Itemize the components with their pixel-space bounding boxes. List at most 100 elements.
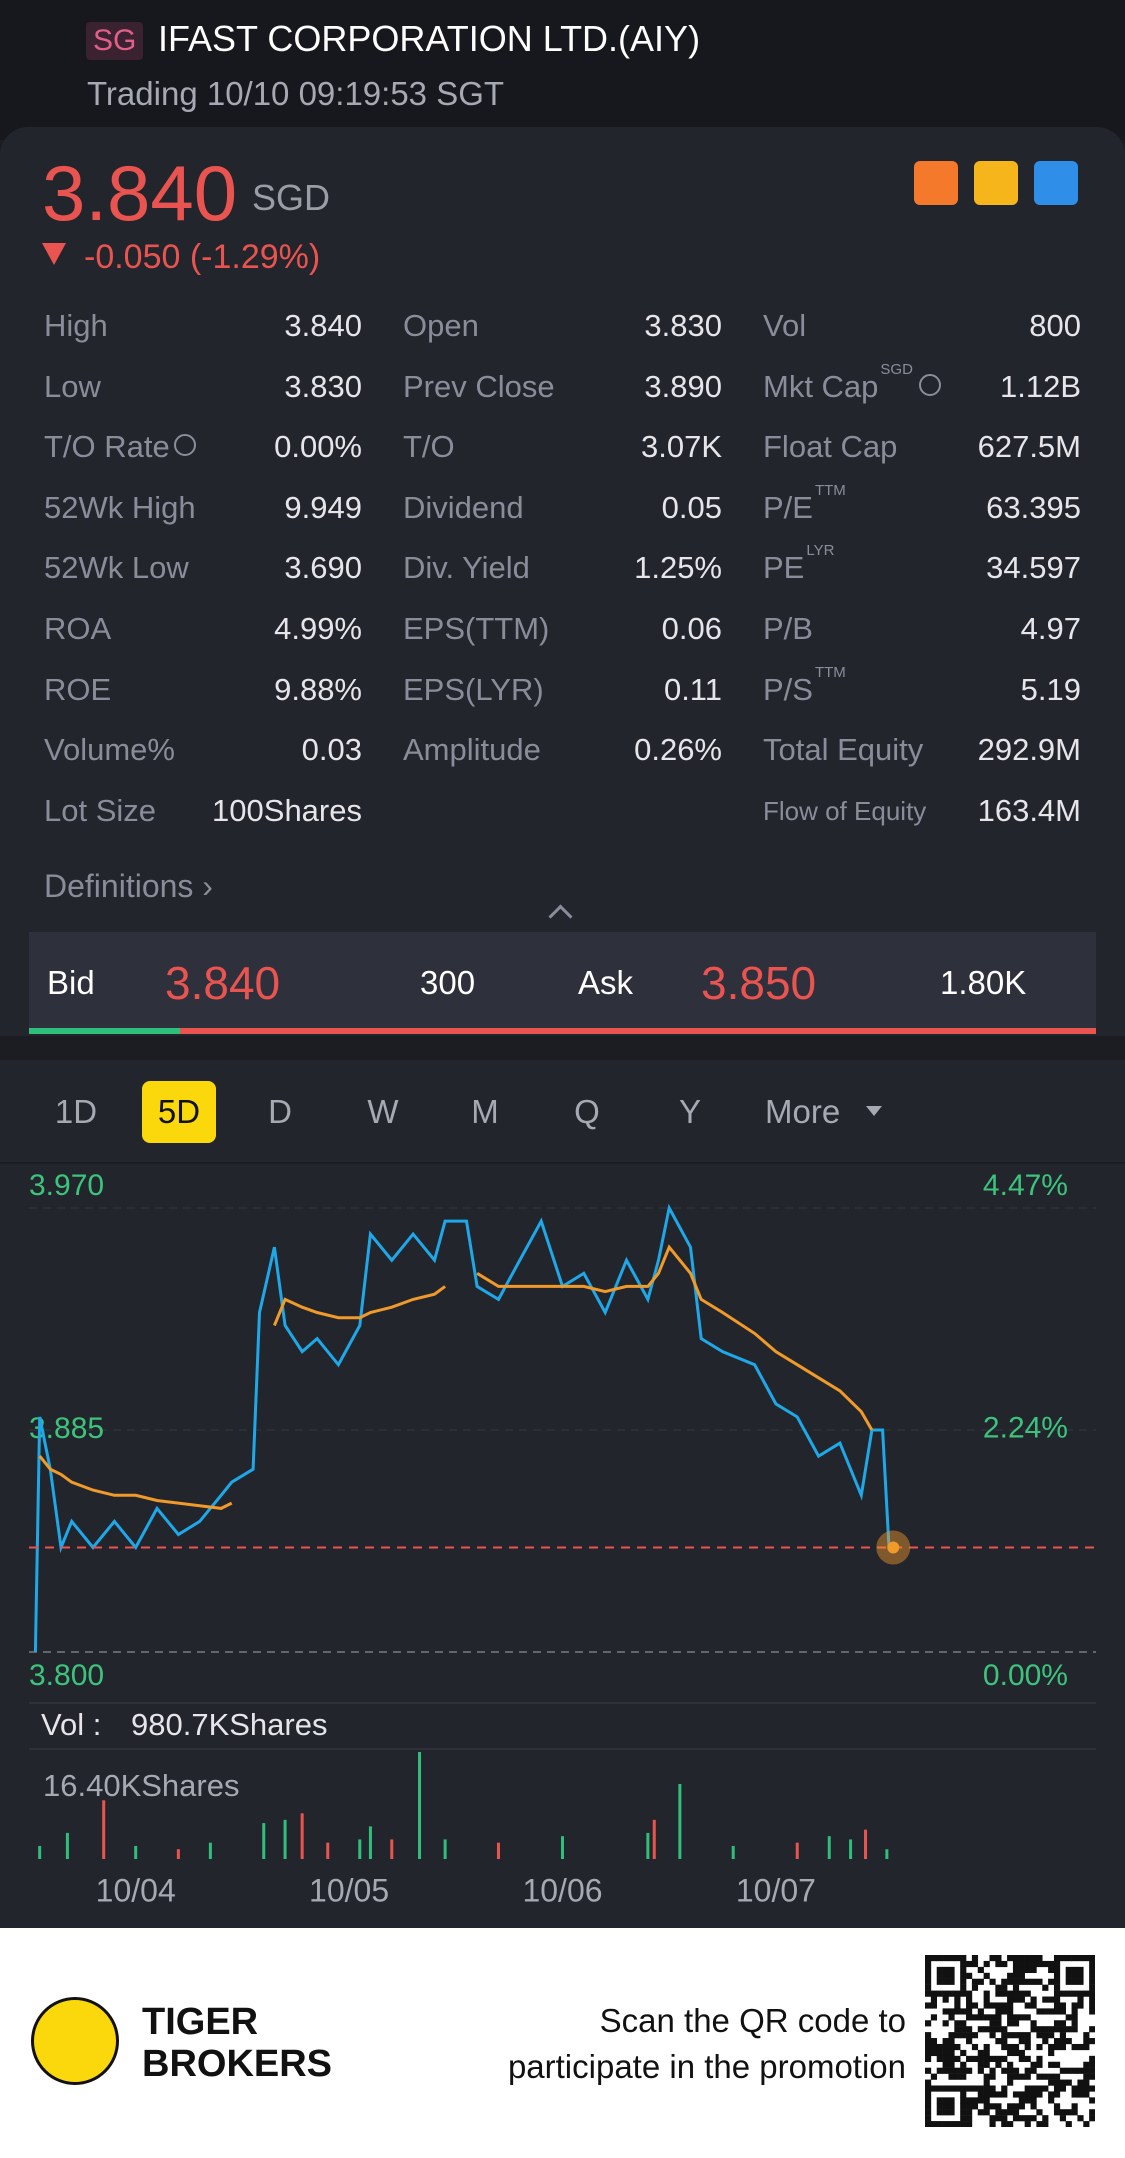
qr-module [995, 2091, 1002, 2098]
tabs-divider [0, 1162, 1125, 1164]
period-tab[interactable]: W [367, 1093, 399, 1130]
qr-module [1001, 2008, 1008, 2015]
y2-tick-label: 4.47% [983, 1169, 1068, 1202]
qr-module [1083, 2038, 1090, 2045]
qr-module [1089, 1978, 1095, 1985]
qr-module [948, 2055, 955, 2062]
bid-ask-bar [29, 932, 1096, 1030]
qr-module [925, 2097, 932, 2104]
qr-module [1036, 2121, 1043, 2127]
qr-module [1071, 2067, 1078, 2074]
tab-caret[interactable] [866, 1106, 882, 1116]
qr-module [1024, 2067, 1031, 2074]
qr-module [1089, 2008, 1095, 2015]
qr-module [1065, 2038, 1072, 2045]
currency: SGD [252, 177, 331, 218]
qr-module [1036, 1978, 1043, 1985]
qr-module [1018, 2115, 1025, 2122]
qr-module [966, 1996, 973, 2003]
qr-module [1018, 1978, 1025, 1985]
qr-module [1012, 2073, 1020, 2080]
qr-module [1018, 1960, 1025, 1968]
qr-module [925, 2079, 932, 2086]
y-tick-label: 3.800 [29, 1659, 104, 1692]
qr-module [1007, 2073, 1014, 2080]
info-icon[interactable] [173, 434, 196, 457]
qr-module [966, 1990, 973, 1997]
qr-module [1001, 2085, 1008, 2092]
qr-module [960, 1966, 967, 1974]
qr-module [1053, 2091, 1061, 2098]
qr-module [1001, 2109, 1008, 2116]
stat-label-sup: TTM [814, 481, 846, 499]
last-point [887, 1541, 900, 1554]
qr-module [960, 1990, 967, 1997]
qr-module [1089, 2073, 1095, 2080]
qr-module [1077, 2085, 1084, 2092]
qr-module [942, 2038, 949, 2045]
qr-module [925, 1990, 932, 1997]
qr-module [1018, 2049, 1025, 2057]
qr-module [925, 1966, 932, 1974]
qr-module [1071, 2109, 1078, 2116]
period-tab[interactable]: Y [678, 1093, 701, 1130]
qr-module [989, 2091, 996, 2098]
info-icon[interactable] [918, 373, 941, 396]
qr-module [1042, 2115, 1049, 2122]
period-tab[interactable]: D [268, 1093, 292, 1130]
y2-tick-label: 0.00% [983, 1659, 1068, 1692]
qr-module [1001, 1984, 1008, 1991]
qr-module [1059, 2038, 1066, 2045]
icon-c[interactable] [1034, 161, 1078, 205]
qr-module [995, 2008, 1002, 2015]
bid-size: 300 [420, 964, 476, 1001]
definitions-text[interactable]: Definitions [44, 868, 194, 904]
qr-module [948, 1972, 955, 1979]
volume-bar [561, 1836, 564, 1859]
qr-module [930, 2002, 938, 2009]
qr-module [925, 1960, 932, 1968]
qr-module [936, 2043, 943, 2051]
period-tab[interactable]: 5D [157, 1093, 201, 1130]
qr-module [948, 2067, 955, 2074]
active-tab-bg[interactable] [142, 1081, 216, 1143]
qr-module [1048, 2032, 1055, 2039]
icon-a[interactable] [914, 161, 958, 205]
definitions-link[interactable]: Definitions › [44, 868, 213, 904]
qr-module [1089, 2061, 1095, 2068]
qr-module [1065, 1966, 1072, 1974]
qr-module [1077, 2002, 1084, 2009]
stat-label: EPS(TTM) [403, 611, 550, 646]
stat-value: 1.12B [999, 368, 1081, 404]
period-tab[interactable]: 1D [54, 1093, 98, 1130]
qr-module [960, 1972, 967, 1979]
qr-module [1030, 2061, 1037, 2068]
period-tab[interactable]: Q [574, 1093, 600, 1130]
qr-module [995, 1955, 1002, 1962]
qr-module [1083, 2073, 1090, 2080]
qr-module [942, 1996, 949, 2003]
qr-module [1024, 2097, 1031, 2104]
qr-module [925, 2109, 932, 2116]
qr-module [1018, 1990, 1025, 1997]
market-badge: SG [86, 22, 144, 60]
volume-bar [849, 1839, 853, 1859]
qr-module [1024, 2055, 1031, 2062]
qr-module [983, 2049, 990, 2057]
qr-module [1012, 1966, 1020, 1974]
period-tab[interactable]: More [765, 1093, 841, 1130]
qr-module [1001, 2026, 1008, 2033]
qr-module [966, 2008, 973, 2015]
x-tick-label: 10/05 [309, 1872, 389, 1908]
qr-module [1036, 1960, 1043, 1968]
qr-module [925, 2067, 932, 2074]
qr-module [966, 2067, 973, 2074]
qr-module [966, 2002, 973, 2009]
qr-module [971, 2085, 979, 2092]
qr-module [1059, 2109, 1066, 2116]
stat-value: 9.949 [284, 489, 362, 525]
period-tab[interactable]: M [471, 1093, 499, 1130]
stat-value: 292.9M [977, 732, 1081, 768]
volume-bar [358, 1839, 362, 1859]
icon-b[interactable] [974, 161, 1018, 205]
